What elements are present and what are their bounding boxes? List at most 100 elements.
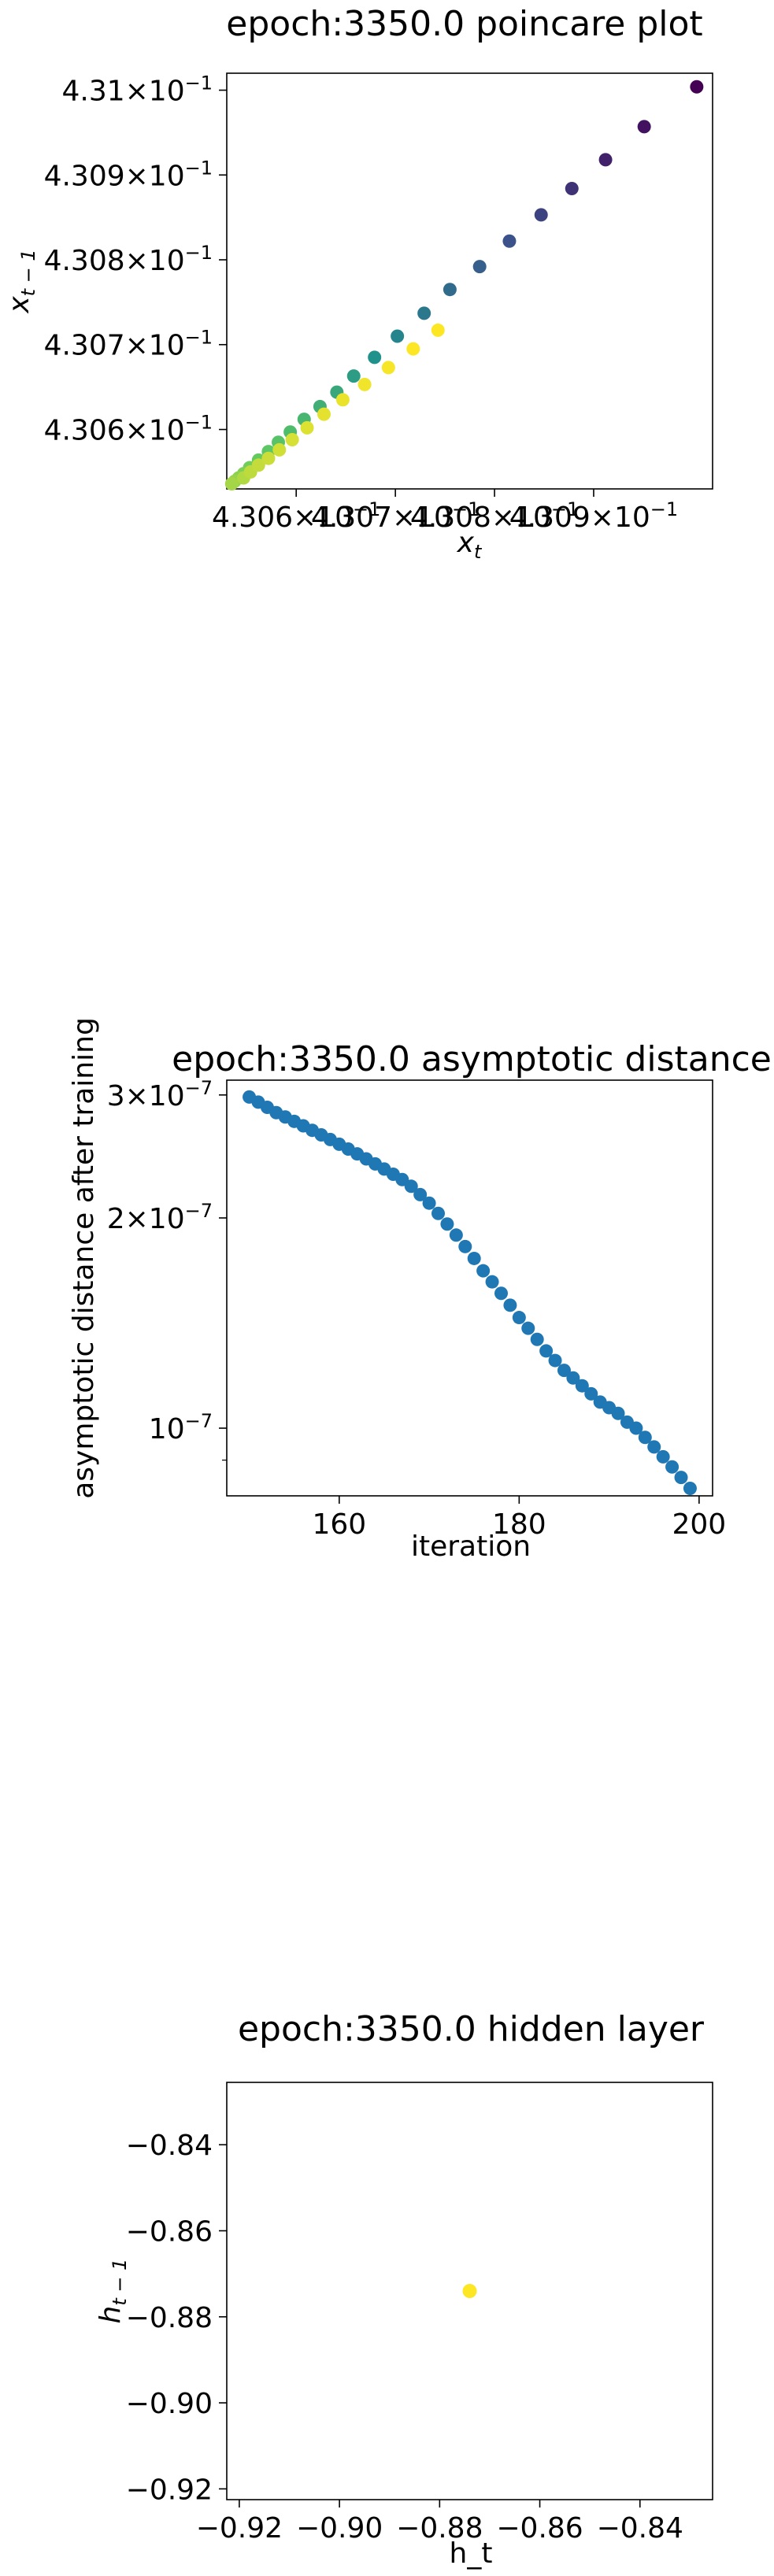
data-point — [317, 407, 331, 421]
data-point — [494, 1286, 508, 1301]
data-point — [629, 1421, 643, 1435]
poincare-title: epoch:3350.0 poincare plot — [226, 4, 702, 44]
data-point — [417, 306, 431, 320]
x-tick-label: −0.90 — [296, 2512, 383, 2545]
data-point — [611, 1406, 625, 1420]
poincare-chart: epoch:3350.0 poincare plot 4.306×10−14.3… — [3, 4, 713, 563]
asymptotic-chart: epoch:3350.0 asymptotic distance 160 180 2… — [68, 1017, 772, 1563]
data-point — [381, 361, 395, 375]
x-tick-label: 4.306×10−1 — [212, 498, 380, 534]
asymptotic-y-axis-label: asymptotic distance after training — [68, 1017, 100, 1499]
data-point — [285, 432, 299, 446]
data-point — [251, 458, 265, 472]
x-tick-label: 4.307×10−1 — [311, 498, 480, 534]
data-point — [406, 342, 420, 356]
hidden-layer-y-axis-label: ht − 1 — [94, 2259, 131, 2324]
data-point — [357, 377, 372, 391]
x-tick-label: 4.309×10−1 — [509, 498, 678, 534]
hidden-layer-y-ticks: −0.84 −0.86 −0.88 −0.90 −0.92 — [126, 2130, 227, 2506]
data-point — [557, 1364, 571, 1378]
data-point — [674, 1471, 688, 1485]
data-point — [440, 1217, 454, 1231]
data-point — [503, 1298, 517, 1312]
x-tick-label: 200 — [672, 1508, 727, 1541]
data-point — [566, 1371, 580, 1385]
data-point — [404, 1179, 418, 1194]
data-point — [665, 1460, 680, 1474]
data-point — [413, 1187, 428, 1201]
data-point — [584, 1386, 598, 1401]
data-point — [443, 283, 457, 297]
data-point — [647, 1440, 661, 1454]
data-point — [502, 234, 517, 248]
data-point — [534, 208, 548, 222]
hidden-layer-points — [462, 2284, 477, 2298]
y-tick-label: −0.88 — [126, 2302, 213, 2334]
data-point — [530, 1332, 544, 1346]
data-point — [458, 1239, 472, 1253]
y-tick-label: 3×10−7 — [107, 1077, 213, 1112]
data-point — [431, 323, 445, 337]
data-point — [224, 477, 239, 491]
data-point — [431, 1206, 446, 1220]
y-tick-label: 2×10−7 — [107, 1200, 213, 1235]
y-tick-label: 10−7 — [149, 1410, 213, 1445]
y-tick-label: 4.307×10−1 — [44, 327, 213, 362]
x-tick-label: 4.308×10−1 — [410, 498, 579, 534]
data-point — [391, 329, 405, 343]
y-tick-label: 4.309×10−1 — [44, 157, 213, 192]
y-tick-label: −0.86 — [126, 2216, 213, 2248]
hidden-layer-x-ticks: −0.92 −0.90 −0.88 −0.86 −0.84 — [196, 2500, 683, 2545]
data-point — [335, 393, 350, 407]
data-point — [521, 1321, 535, 1335]
x-tick-label: 180 — [492, 1508, 546, 1541]
data-point — [346, 369, 361, 383]
poincare-x-ticks: 4.306×10−14.307×10−14.308×10−14.309×10−1 — [212, 489, 678, 534]
hidden-layer-chart: epoch:3350.0 hidden layer −0.92 −0.90 −0.8… — [94, 2009, 713, 2570]
data-point — [467, 1251, 481, 1265]
hidden-layer-plot-frame — [226, 2082, 713, 2500]
y-tick-label: −0.92 — [126, 2474, 213, 2506]
data-point — [598, 153, 613, 167]
hidden-layer-x-axis-label: h_t — [450, 2537, 493, 2570]
data-point — [261, 451, 276, 465]
asymptotic-x-axis-label: iteration — [411, 1530, 531, 1563]
data-point — [472, 260, 487, 274]
data-point — [485, 1275, 499, 1289]
data-point — [548, 1353, 562, 1368]
x-tick-label: −0.92 — [196, 2512, 283, 2545]
poincare-plot-frame — [226, 72, 713, 490]
asymptotic-title: epoch:3350.0 asymptotic distance — [172, 1039, 772, 1079]
data-point — [683, 1481, 697, 1495]
data-point — [476, 1264, 491, 1278]
y-tick-label: 4.306×10−1 — [44, 412, 213, 447]
poincare-y-ticks: 4.306×10−1 4.307×10−1 4.308×10−1 4.309×10−1… — [44, 72, 227, 447]
asymptotic-plot-frame — [226, 1079, 713, 1497]
x-tick-label: −0.86 — [496, 2512, 583, 2545]
data-point — [539, 1344, 554, 1358]
data-point — [272, 442, 287, 457]
x-tick-label: −0.84 — [597, 2512, 683, 2545]
y-tick-label: −0.84 — [126, 2130, 213, 2162]
asymptotic-points — [243, 1090, 697, 1495]
data-point — [300, 420, 314, 435]
asymptotic-x-ticks: 160 180 200 — [312, 1496, 726, 1541]
data-point — [575, 1379, 589, 1393]
y-tick-label: −0.90 — [126, 2388, 213, 2420]
x-tick-label: 160 — [312, 1508, 366, 1541]
data-point — [690, 80, 704, 94]
data-point — [656, 1449, 670, 1464]
data-point — [565, 181, 579, 195]
data-point — [462, 2284, 477, 2298]
data-point — [638, 1430, 652, 1445]
data-point — [422, 1196, 436, 1210]
poincare-points — [224, 80, 704, 491]
y-tick-label: 4.308×10−1 — [44, 242, 213, 277]
y-tick-label: 4.31×10−1 — [61, 72, 213, 108]
data-point — [449, 1228, 463, 1242]
poincare-y-axis-label: xt − 1 — [3, 249, 39, 313]
asymptotic-y-ticks: 3×10−7 2×10−7 10−7 — [107, 1077, 227, 1461]
data-point — [512, 1311, 526, 1325]
